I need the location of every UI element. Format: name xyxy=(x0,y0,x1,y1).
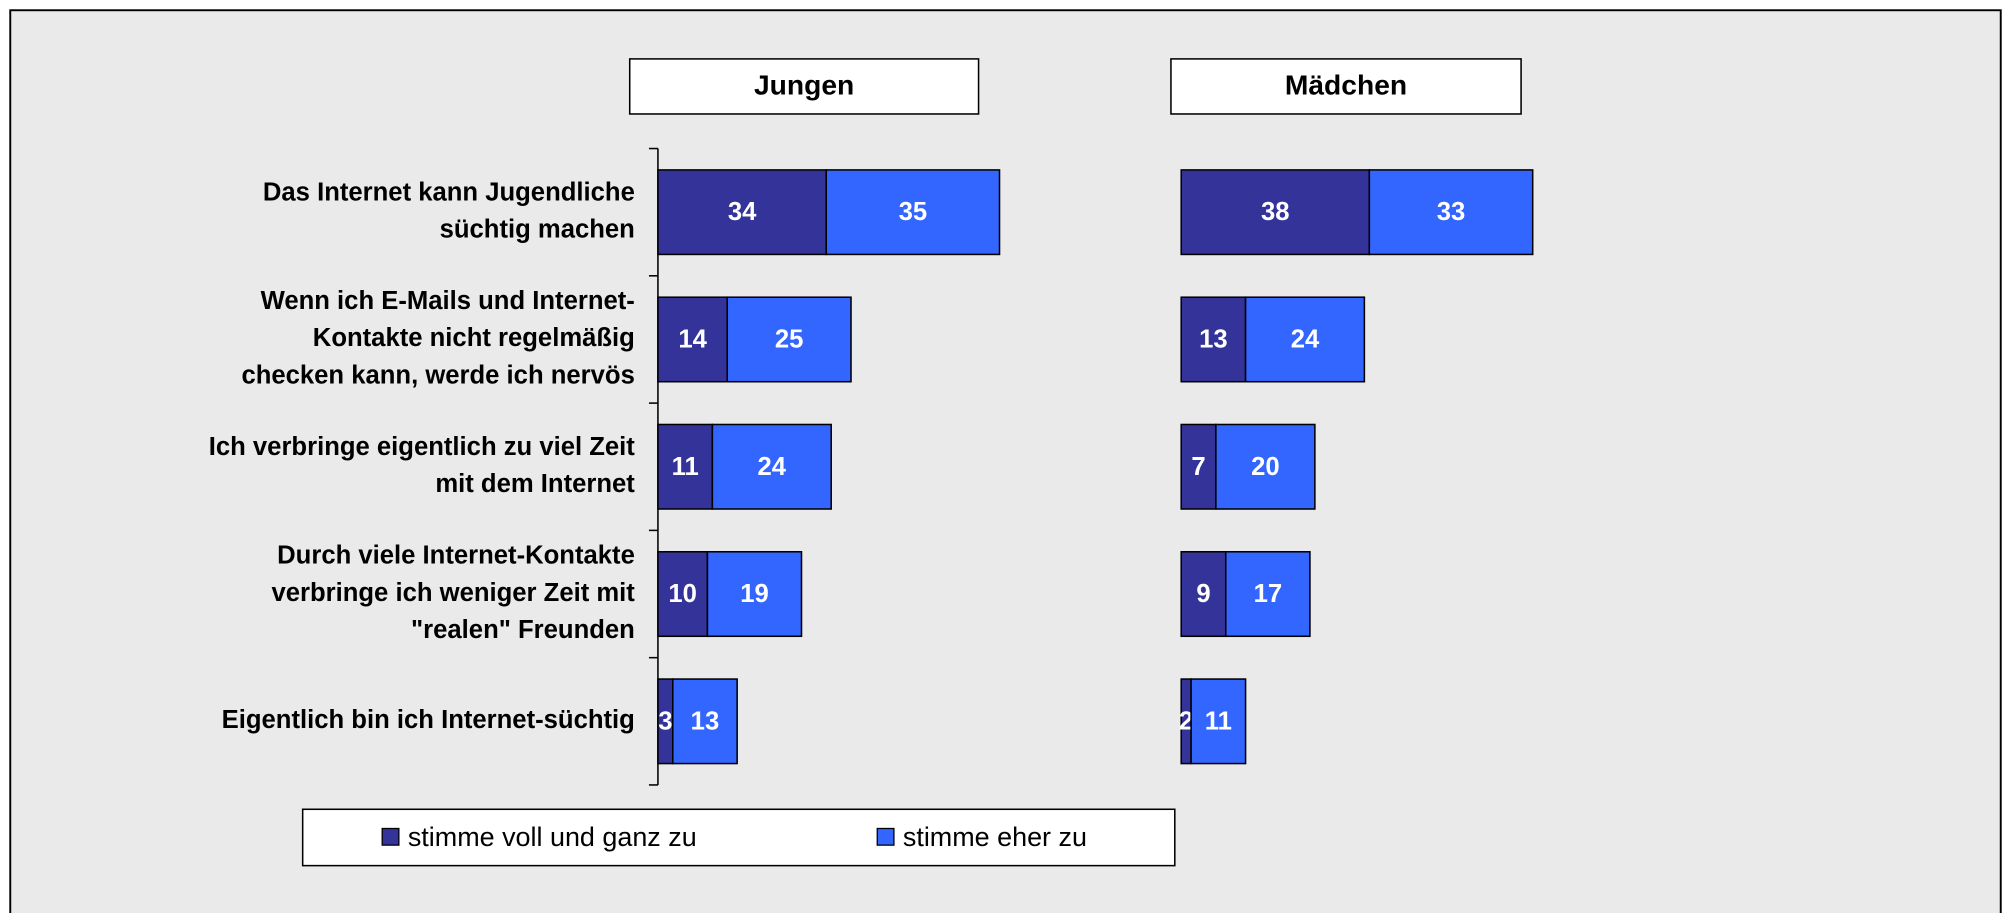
bar-segment xyxy=(672,678,738,765)
bar-segment xyxy=(657,296,729,383)
bar-segment xyxy=(711,423,832,510)
legend-label: stimme eher zu xyxy=(903,822,1087,852)
value-label: 3 xyxy=(658,707,672,735)
value-label: 14 xyxy=(678,326,707,354)
category-label: süchtig machen xyxy=(440,216,635,244)
bar-segment xyxy=(657,169,828,256)
category-label: checken kann, werde ich nervös xyxy=(241,361,634,389)
bar-segment xyxy=(825,169,1001,256)
value-label: 17 xyxy=(1254,580,1283,608)
value-label: 2 xyxy=(1179,707,1193,735)
bar-segment xyxy=(1224,551,1311,638)
legend-swatch xyxy=(876,827,895,846)
bar-segment xyxy=(706,551,803,638)
bar-segment xyxy=(1180,296,1247,383)
panel-title: Mädchen xyxy=(1285,69,1407,101)
value-label: 7 xyxy=(1191,453,1205,481)
bar-segment xyxy=(1190,678,1247,765)
category-label: Das Internet kann Jugendliche xyxy=(263,178,635,206)
value-label: 19 xyxy=(740,580,769,608)
bar-segment xyxy=(657,423,714,510)
value-label: 11 xyxy=(1205,707,1232,735)
category-label: mit dem Internet xyxy=(435,470,635,498)
category-label: Eigentlich bin ich Internet-süchtig xyxy=(222,706,635,734)
value-label: 13 xyxy=(1199,326,1228,354)
chart-frame xyxy=(9,9,2002,913)
bar-segment xyxy=(1215,423,1316,510)
value-label: 35 xyxy=(899,198,928,226)
panel-title: Jungen xyxy=(754,69,854,101)
bar-segment xyxy=(1368,169,1534,256)
legend-swatch xyxy=(381,827,400,846)
value-label: 24 xyxy=(758,453,787,481)
value-label: 25 xyxy=(775,326,804,354)
category-label: Kontakte nicht regelmäßig xyxy=(313,324,635,352)
panel-title-box xyxy=(1170,58,1522,115)
value-label: 33 xyxy=(1437,198,1466,226)
value-label: 34 xyxy=(728,198,757,226)
value-label: 9 xyxy=(1196,580,1210,608)
value-label: 13 xyxy=(691,707,720,735)
category-label: "realen" Freunden xyxy=(411,616,635,644)
bar-segment xyxy=(1180,423,1217,510)
category-label: verbringe ich weniger Zeit mit xyxy=(271,579,635,607)
value-label: 11 xyxy=(672,453,699,481)
bar-segment xyxy=(726,296,852,383)
bar-segment xyxy=(1180,551,1227,638)
value-label: 38 xyxy=(1261,198,1290,226)
panel-title-box xyxy=(628,58,980,115)
category-label: Durch viele Internet-Kontakte xyxy=(277,542,635,570)
category-label: Ich verbringe eigentlich zu viel Zeit xyxy=(209,433,636,461)
legend-label: stimme voll und ganz zu xyxy=(408,822,697,852)
bar-segment xyxy=(1244,296,1366,383)
value-label: 24 xyxy=(1291,326,1320,354)
category-label: Wenn ich E-Mails und Internet- xyxy=(261,287,635,315)
legend-box xyxy=(301,808,1176,867)
value-label: 10 xyxy=(668,580,697,608)
value-label: 20 xyxy=(1251,453,1280,481)
bar-segment xyxy=(657,551,709,638)
